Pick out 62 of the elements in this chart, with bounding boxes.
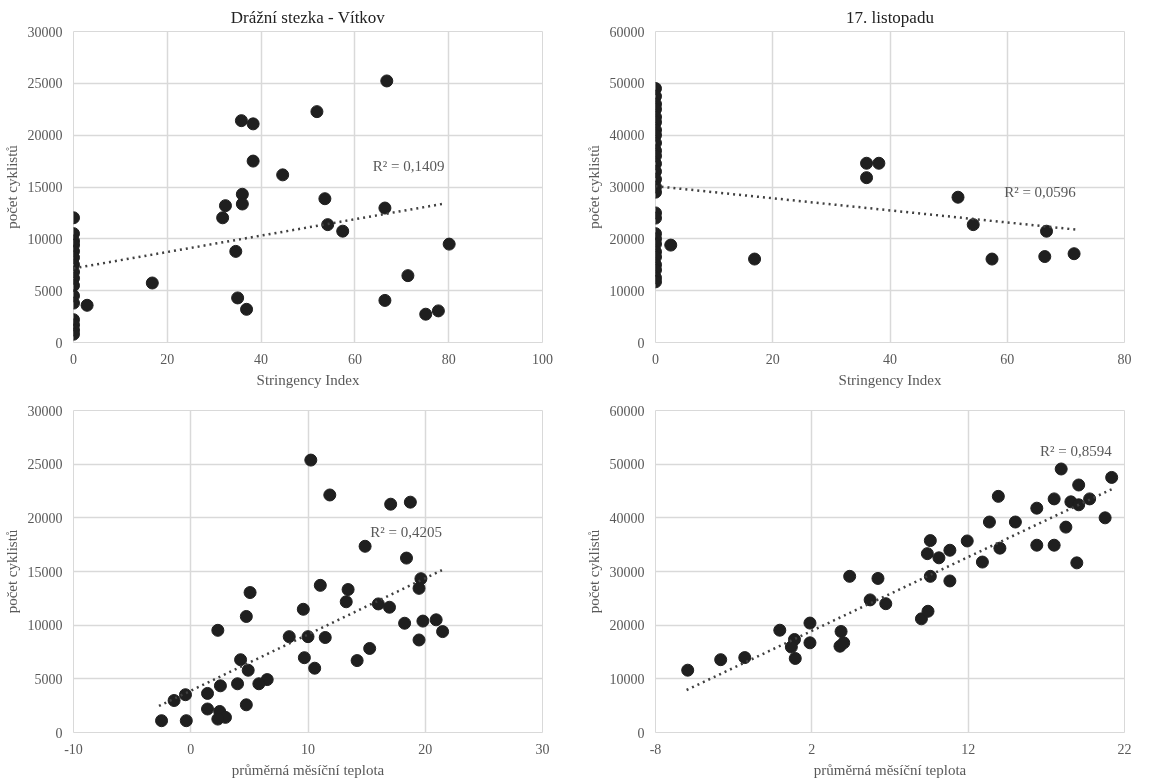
y-tick-label: 25000 (27, 76, 63, 92)
x-tick-label: -10 (64, 741, 83, 757)
x-tick-label: 40 (883, 351, 897, 367)
x-tick-label: 80 (441, 351, 456, 367)
y-axis-title: počet cyklistů (3, 529, 20, 614)
y-axis-title: počet cyklistů (3, 144, 20, 229)
x-tick-label: 80 (1117, 351, 1132, 367)
x-tick-label: 12 (961, 741, 976, 757)
annotation: R² = 0,0596 (1004, 183, 1077, 200)
y-tick-label: 50000 (609, 457, 645, 473)
y-tick-label: 30000 (27, 24, 63, 40)
y-tick-label: 20000 (27, 510, 63, 526)
y-tick-label: 30000 (27, 403, 63, 419)
annotation: R² = 0,4205 (370, 524, 442, 541)
x-tick-label: 0 (70, 351, 77, 367)
y-tick-label: 10000 (27, 231, 63, 247)
x-axis-title: průměrná měsíční teplota (231, 761, 385, 778)
y-tick-label: 0 (637, 725, 645, 741)
x-tick-label: 20 (160, 351, 175, 367)
y-tick-label: 25000 (27, 457, 63, 473)
y-tick-label: 20000 (609, 231, 645, 247)
y-tick-label: 30000 (609, 180, 645, 195)
y-tick-label: 15000 (27, 180, 63, 195)
x-tick-label: 0 (652, 351, 659, 367)
x-tick-label: -8 (649, 741, 662, 757)
y-axis-title: počet cyklistů (585, 529, 602, 614)
x-tick-label: 22 (1117, 741, 1132, 757)
x-tick-label: 60 (1000, 351, 1015, 367)
x-tick-label: 20 (765, 351, 780, 367)
x-axis-title: Stringency Index (838, 371, 942, 388)
x-tick-label: 100 (532, 351, 553, 367)
y-tick-label: 0 (55, 725, 63, 741)
y-tick-label: 10000 (27, 618, 63, 634)
y-tick-label: 10000 (609, 671, 645, 687)
y-tick-label: 40000 (609, 128, 645, 144)
x-tick-label: 60 (347, 351, 362, 367)
x-axis-title: Stringency Index (256, 371, 360, 388)
y-tick-label: 60000 (609, 403, 645, 419)
y-tick-label: 15000 (27, 564, 63, 580)
y-tick-label: 0 (55, 335, 63, 351)
x-tick-label: 2 (808, 741, 816, 757)
annotation: R² = 0,8594 (1039, 443, 1113, 460)
y-axis-title: počet cyklistů (585, 144, 602, 229)
y-tick-label: 20000 (27, 128, 63, 144)
chart-title: Drážní stezka - Vítkov (230, 7, 386, 27)
x-axis-title: průměrná měsíční teplota (813, 761, 967, 778)
y-tick-label: 5000 (34, 283, 63, 299)
x-tick-label: 20 (418, 741, 433, 757)
annotation: R² = 0,1409 (372, 157, 445, 174)
x-tick-label: 10 (301, 741, 315, 757)
x-tick-label: 30 (535, 741, 550, 757)
y-tick-label: 30000 (609, 564, 645, 580)
y-tick-label: 40000 (609, 510, 645, 526)
y-tick-label: 10000 (609, 283, 645, 299)
y-tick-label: 50000 (609, 76, 645, 92)
y-tick-label: 60000 (609, 24, 645, 40)
y-tick-label: 20000 (609, 618, 645, 634)
y-tick-label: 0 (637, 335, 645, 351)
x-tick-label: 0 (187, 741, 195, 757)
x-tick-label: 40 (254, 351, 269, 367)
y-tick-label: 5000 (34, 671, 63, 687)
chart-title: 17. listopadu (846, 7, 935, 27)
